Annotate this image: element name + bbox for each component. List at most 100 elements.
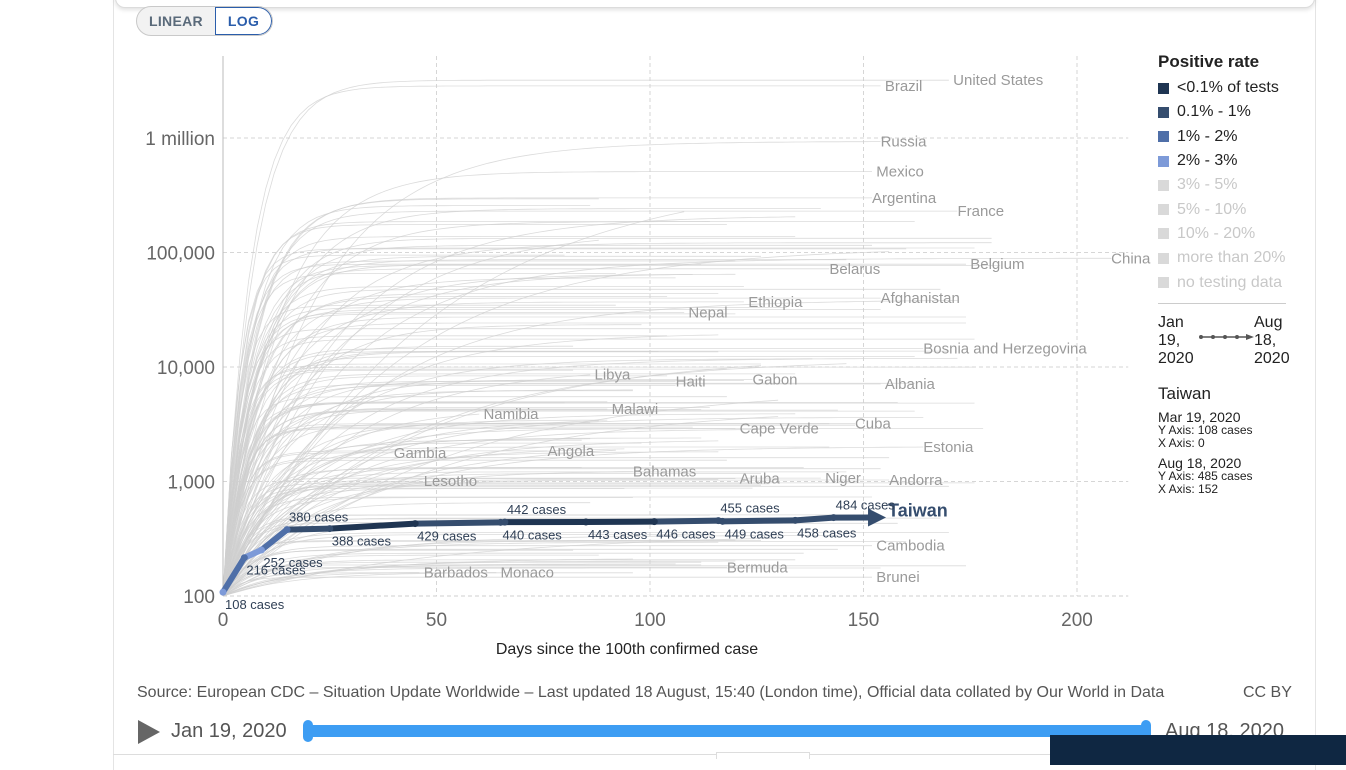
taiwan-point	[651, 518, 658, 525]
country-label: Lesotho	[424, 473, 477, 490]
taiwan-point	[258, 547, 265, 554]
country-label: Ethiopia	[748, 294, 803, 311]
country-label: China	[1111, 250, 1151, 267]
taiwan-point	[326, 525, 333, 532]
taiwan-point-label: 442 cases	[507, 502, 567, 517]
legend-label: 2% - 3%	[1177, 152, 1237, 170]
taiwan-point	[284, 526, 291, 533]
legend-label: no testing data	[1177, 274, 1282, 292]
timeline-start-handle[interactable]	[303, 720, 313, 742]
taiwan-segment	[723, 520, 796, 521]
country-label: Nepal	[688, 304, 727, 321]
taiwan-point-label: 252 cases	[263, 555, 323, 570]
taiwan-point-label: 446 cases	[656, 527, 716, 542]
taiwan-series-label: Taiwan	[888, 500, 948, 520]
timeline-start-label: Jan 19, 2020	[171, 720, 287, 743]
country-label: Bahamas	[633, 464, 696, 481]
time-start-day: 19,	[1158, 332, 1194, 350]
legend-item[interactable]: 2% - 3%	[1158, 149, 1288, 173]
taiwan-point-label: 449 cases	[725, 526, 785, 541]
country-label: Cambodia	[876, 538, 945, 555]
country-label: Bermuda	[727, 559, 789, 576]
country-label: Albania	[885, 376, 936, 393]
hover-end-x: X Axis: 152	[1158, 483, 1288, 496]
cookie-banner-edge	[1050, 735, 1346, 765]
time-arrow-icon	[1198, 334, 1256, 340]
taiwan-point	[792, 517, 799, 524]
y-tick-label: 1 million	[145, 129, 215, 150]
time-legend-end: Aug 18, 2020	[1254, 314, 1290, 368]
taiwan-point	[830, 514, 837, 521]
taiwan-point	[220, 589, 227, 596]
time-start-month: Jan	[1158, 314, 1194, 332]
legend-label: 0.1% - 1%	[1177, 103, 1251, 121]
legend-label: more than 20%	[1177, 249, 1286, 267]
legend-swatch	[1158, 131, 1169, 142]
country-label: Bosnia and Herzegovina	[923, 341, 1087, 358]
taiwan-segment	[415, 522, 500, 523]
play-icon[interactable]	[138, 720, 160, 744]
country-line	[223, 274, 735, 596]
legend-swatch	[1158, 156, 1169, 167]
country-label: Cape Verde	[740, 421, 819, 438]
taiwan-point	[719, 518, 726, 525]
taiwan-point-label: 443 cases	[588, 527, 648, 542]
taiwan-point	[241, 554, 248, 561]
country-label: Cuba	[855, 416, 892, 433]
taiwan-segment	[795, 518, 833, 521]
legend-swatch	[1158, 253, 1169, 264]
hover-end-y: Y Axis: 485 cases	[1158, 470, 1288, 483]
country-label: Gambia	[394, 445, 447, 462]
country-label: Aruba	[740, 471, 781, 488]
legend-item[interactable]: <0.1% of tests	[1158, 76, 1288, 100]
time-end-day: 18,	[1254, 332, 1290, 350]
country-label: Haiti	[676, 373, 706, 390]
legend-item[interactable]: more than 20%	[1158, 246, 1288, 270]
legend-item[interactable]: 1% - 2%	[1158, 125, 1288, 149]
legend-swatch	[1158, 180, 1169, 191]
country-label: Brunei	[876, 569, 919, 586]
taiwan-point	[501, 519, 508, 526]
country-label: Libya	[594, 366, 631, 383]
country-label: France	[957, 203, 1004, 220]
hover-start-y: Y Axis: 108 cases	[1158, 424, 1288, 437]
country-label: Namibia	[483, 406, 539, 423]
hover-start-date: Mar 19, 2020	[1158, 410, 1288, 424]
taiwan-point-label: 440 cases	[503, 527, 563, 542]
country-label: Brazil	[885, 78, 923, 95]
legend-swatch	[1158, 277, 1169, 288]
y-tick-label: 1,000	[167, 473, 215, 494]
country-label: Afghanistan	[881, 290, 960, 307]
legend-item[interactable]: no testing data	[1158, 270, 1288, 294]
legend-swatch	[1158, 228, 1169, 239]
legend-swatch	[1158, 83, 1169, 94]
time-end-year: 2020	[1254, 350, 1290, 368]
timeline-track[interactable]	[308, 725, 1146, 737]
license-link[interactable]: CC BY	[1243, 684, 1292, 702]
taiwan-segment	[287, 529, 330, 530]
taiwan-point-label: 455 cases	[720, 501, 780, 516]
legend-label: 1% - 2%	[1177, 128, 1237, 146]
hover-start-x: X Axis: 0	[1158, 437, 1288, 450]
legend-label: 5% - 10%	[1177, 201, 1246, 219]
country-label: Angola	[548, 443, 595, 460]
taiwan-point-label: 380 cases	[289, 510, 349, 525]
taiwan-point	[412, 520, 419, 527]
country-label: Belgium	[970, 256, 1024, 273]
country-label: Gabon	[752, 371, 797, 388]
legend-item[interactable]: 5% - 10%	[1158, 197, 1288, 221]
y-tick-label: 100,000	[146, 244, 215, 265]
source-note: Source: European CDC – Situation Update …	[137, 684, 1164, 702]
legend-item[interactable]: 0.1% - 1%	[1158, 100, 1288, 124]
country-label: Andorra	[889, 472, 943, 489]
legend-item[interactable]: 3% - 5%	[1158, 173, 1288, 197]
legend-label: 3% - 5%	[1177, 176, 1237, 194]
country-label: United States	[953, 72, 1043, 89]
country-label: Monaco	[501, 565, 554, 582]
legend-item[interactable]: 10% - 20%	[1158, 222, 1288, 246]
hover-end-date: Aug 18, 2020	[1158, 456, 1288, 470]
country-label: Argentina	[872, 190, 937, 207]
country-label: Estonia	[923, 439, 974, 456]
